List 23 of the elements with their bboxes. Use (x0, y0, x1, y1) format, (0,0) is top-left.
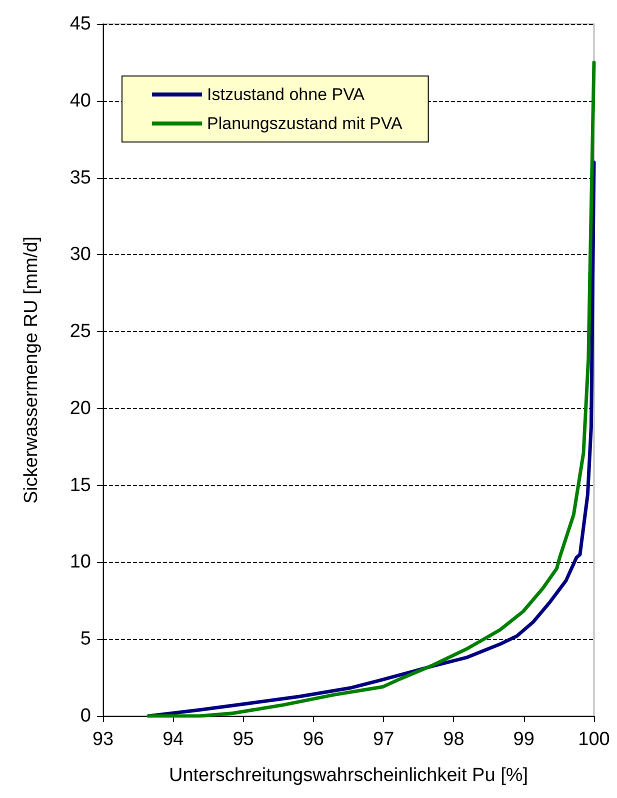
x-tick-label: 94 (162, 729, 184, 750)
line-series (146, 60, 596, 718)
y-tick-label: 30 (70, 244, 91, 266)
legend-label: Istzustand ohne PVA (207, 85, 366, 104)
x-tick-label: 99 (513, 729, 534, 750)
y-tick-label: 20 (70, 398, 91, 419)
y-tick-label: 35 (70, 167, 91, 188)
x-tick-label: 96 (302, 729, 324, 750)
y-tick-label: 0 (80, 706, 91, 726)
x-tick-label: 97 (373, 729, 394, 750)
x-axis-title: Unterschreitungswahrscheinlichkeit Pu [%] (168, 765, 528, 786)
y-tick-label: 25 (70, 321, 91, 342)
y-tick-label: 40 (70, 90, 91, 112)
legend-label: Planungszustand mit PVA (207, 114, 403, 133)
x-tick-label: 95 (232, 729, 254, 750)
y-tick-label: 5 (80, 628, 91, 650)
x-tick-label: 93 (92, 729, 114, 750)
y-tick-label: 45 (70, 14, 91, 34)
x-tick-label: 100 (578, 729, 610, 750)
x-tick-label: 98 (443, 729, 464, 750)
y-tick-label: 15 (70, 474, 91, 496)
y-tick-label: 10 (70, 552, 91, 573)
y-axis-title: Sickerwassermenge RU [mm/d] (21, 236, 42, 504)
